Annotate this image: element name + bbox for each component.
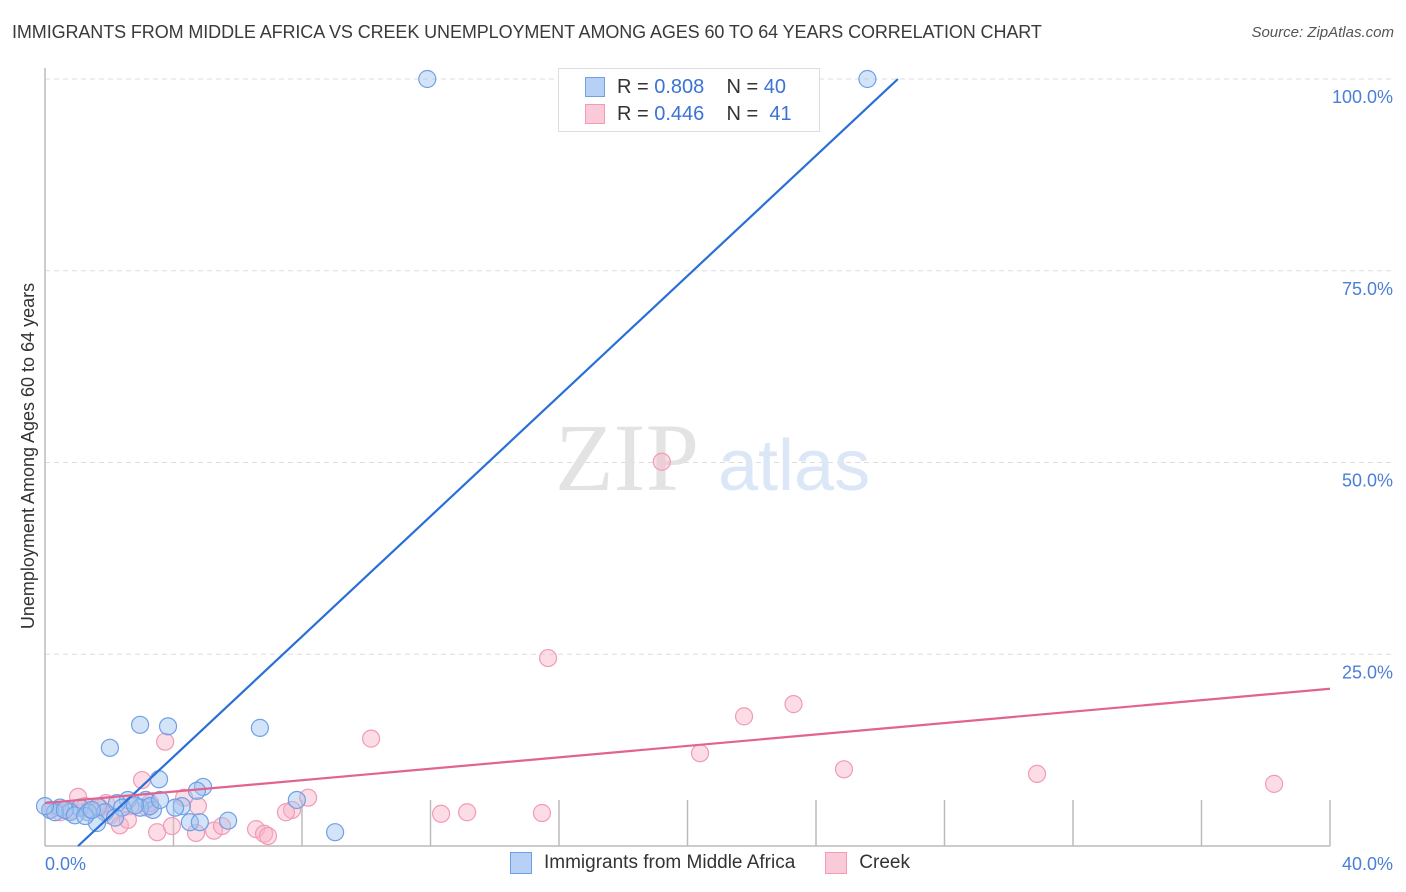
data-point-creek — [458, 803, 477, 822]
data-point-immigrants — [125, 796, 145, 815]
data-point-immigrants — [418, 69, 437, 89]
legend-r-value: 0.446 — [654, 102, 705, 125]
data-point-immigrants — [250, 718, 270, 737]
trendline-creek — [44, 687, 1331, 805]
data-point-immigrants — [76, 806, 95, 826]
data-point-immigrants — [130, 715, 150, 734]
bottom-legend-swatch-blue — [510, 852, 532, 874]
y-axis-label: Unemployment Among Ages 60 to 64 years — [18, 283, 38, 629]
data-point-immigrants — [219, 811, 238, 830]
legend-swatch-blue — [585, 77, 605, 97]
legend-r-label: R = — [617, 102, 649, 125]
source-label: Source: ZipAtlas.com — [1251, 24, 1394, 41]
data-point-immigrants — [166, 798, 185, 817]
watermark-zip: ZIP — [555, 404, 699, 511]
data-point-creek — [532, 803, 552, 823]
data-point-creek — [1027, 764, 1047, 784]
data-point-creek — [258, 826, 278, 846]
y-tick-label: 100.0% — [1332, 87, 1393, 107]
data-point-immigrants — [105, 808, 125, 827]
legend-r-value: 0.808 — [654, 75, 705, 98]
y-tick-label: 50.0% — [1342, 471, 1393, 491]
y-tick-label: 75.0% — [1342, 279, 1393, 299]
data-point-creek — [361, 729, 381, 748]
data-point-immigrants — [65, 806, 84, 825]
legend-swatch-pink — [585, 104, 605, 124]
x-tick-label: 40.0% — [1342, 854, 1393, 874]
data-point-immigrants — [150, 790, 170, 810]
data-point-creek — [784, 695, 803, 714]
watermark-atlas: atlas — [718, 426, 870, 506]
data-point-creek — [156, 732, 175, 751]
bottom-legend-immigrants: Immigrants from Middle Africa — [510, 852, 795, 874]
data-point-immigrants — [35, 797, 55, 816]
y-tick-label: 25.0% — [1342, 662, 1393, 682]
legend-row-immigrants: R = 0.808 N = 40 — [585, 74, 786, 100]
data-point-creek — [538, 648, 558, 668]
data-point-creek — [1265, 774, 1284, 793]
data-point-immigrants — [287, 790, 306, 810]
legend-row-creek: R = 0.446 N = 41 — [585, 101, 792, 127]
bottom-legend: Immigrants from Middle Africa Creek — [510, 852, 940, 874]
data-point-immigrants — [180, 813, 199, 832]
data-point-immigrants — [172, 797, 191, 816]
data-point-creek — [432, 804, 451, 823]
data-point-creek — [652, 452, 671, 471]
legend-n-value: 40 — [763, 75, 787, 98]
data-point-immigrants — [158, 717, 178, 736]
legend-n-value: 41 — [769, 102, 792, 125]
data-point-immigrants — [82, 800, 102, 820]
data-point-creek — [188, 797, 208, 816]
data-point-immigrants — [325, 823, 345, 842]
data-point-creek — [186, 823, 206, 843]
data-point-creek — [299, 788, 318, 807]
data-point-creek — [734, 707, 754, 726]
bottom-legend-swatch-pink — [825, 852, 848, 874]
data-point-creek — [690, 744, 710, 763]
data-point-immigrants — [858, 69, 877, 89]
legend-r-label: R = — [617, 75, 649, 98]
legend-n-label: N = — [726, 102, 759, 125]
x-tick-label: 0.0% — [45, 854, 86, 874]
data-point-immigrants — [149, 770, 169, 789]
data-point-immigrants — [140, 797, 160, 816]
data-point-immigrants — [190, 813, 209, 832]
bottom-legend-label: Immigrants from Middle Africa — [544, 852, 796, 873]
legend: R = 0.808 N = 40 R = 0.446 N = 41 — [558, 68, 820, 132]
chart-title: IMMIGRANTS FROM MIDDLE AFRICA VS CREEK U… — [12, 22, 1042, 42]
bottom-legend-creek: Creek — [825, 852, 910, 874]
bottom-legend-label: Creek — [859, 852, 910, 873]
data-point-creek — [834, 760, 854, 779]
legend-n-label: N = — [726, 75, 759, 98]
trendline-immigrants — [77, 78, 899, 847]
data-point-creek — [276, 803, 296, 822]
data-point-immigrants — [100, 738, 119, 757]
data-point-creek — [162, 816, 181, 836]
